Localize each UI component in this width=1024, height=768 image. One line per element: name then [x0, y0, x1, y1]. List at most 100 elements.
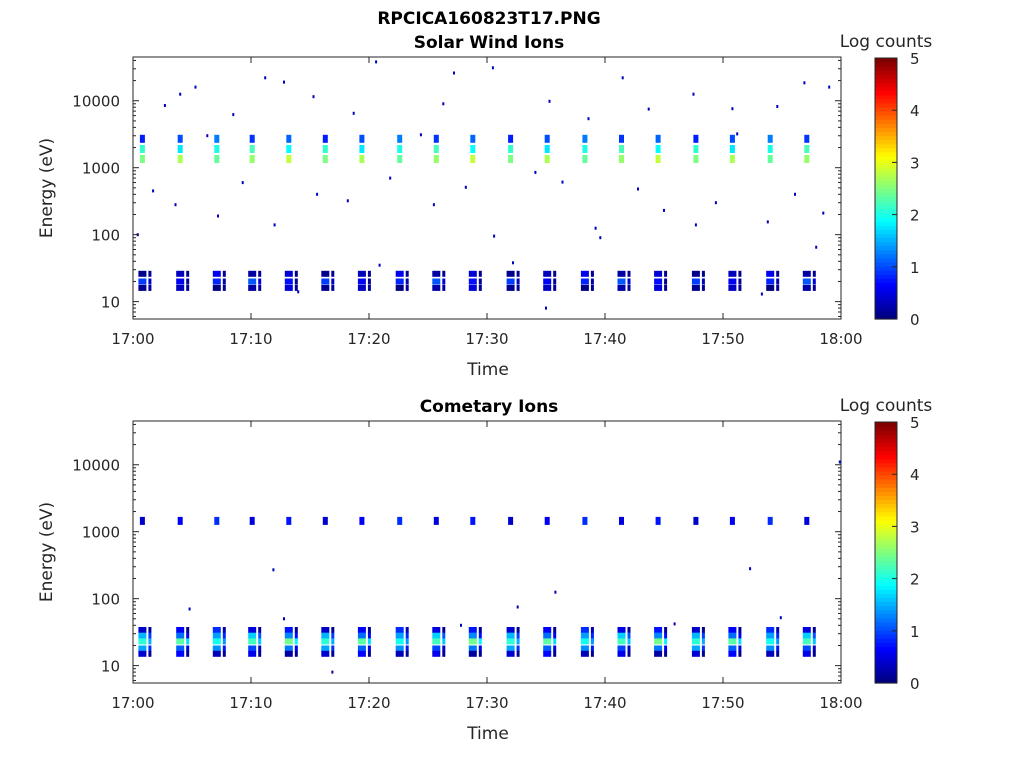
- y-ticks: 10 100 1000 10000: [72, 423, 841, 681]
- colorbar-step: [875, 536, 897, 541]
- spectrogram-cell: [148, 632, 152, 639]
- spectrogram-cell: [617, 650, 626, 657]
- colorbar-step: [875, 568, 897, 574]
- spectrogram-cell: [139, 145, 145, 153]
- spectrogram-cell: [258, 270, 262, 277]
- x-tick-label: 17:00: [111, 330, 154, 348]
- spectrogram-cell: [776, 638, 780, 645]
- spectrogram-cell: [186, 284, 190, 291]
- spectrogram-cell: [701, 645, 705, 652]
- spectrogram-cell: [729, 516, 735, 525]
- spectrogram-cell: [177, 155, 183, 163]
- spectrogram-cell: [222, 638, 226, 645]
- spectrogram-cell: [331, 284, 335, 291]
- x-tick-label: 17:40: [583, 330, 626, 348]
- spectrogram-cell: [176, 284, 185, 291]
- spectrogram-cell: [544, 516, 550, 525]
- colorbar-step: [875, 192, 897, 198]
- spectrogram-cell: [506, 278, 515, 285]
- colorbar-tick-label: 0: [910, 311, 920, 329]
- spectrogram-cell: [627, 632, 631, 639]
- spectrogram-cell: [405, 650, 409, 657]
- colorbar-step: [875, 426, 897, 431]
- spectrogram-cell: [148, 650, 152, 657]
- colorbar-step: [875, 519, 897, 525]
- colorbar-step: [875, 589, 897, 594]
- spectrogram-cell: [176, 627, 185, 633]
- panel-solar-wind: Solar Wind Ions 17:00 17:10 17:20 17:30 17:4…: [37, 32, 932, 380]
- spectrogram-cell: [766, 270, 775, 277]
- count-point: [331, 670, 334, 674]
- colorbar-step: [875, 593, 897, 598]
- y-ticks: 10 100 1000 10000: [72, 59, 841, 317]
- spectrogram-cell: [627, 650, 631, 657]
- spectrogram-cell: [222, 650, 226, 657]
- colorbar-step: [875, 617, 897, 623]
- panel-cometary: Cometary Ions 17:00 17:10 17:20 17:30 17:40 1…: [37, 396, 932, 744]
- spectrogram-cell: [582, 516, 588, 525]
- spectrogram-cell: [138, 638, 147, 645]
- spectrogram-cell: [701, 270, 705, 277]
- spectrogram-cell: [767, 145, 773, 153]
- spectrogram-cell: [284, 284, 293, 291]
- spectrogram-cell: [468, 627, 477, 633]
- spectrogram-cell: [553, 270, 557, 277]
- spectrogram-cell: [654, 638, 663, 645]
- spectrogram-cell: [590, 650, 594, 657]
- figure-title: RPCICA160823T17.PNG: [377, 9, 600, 29]
- count-point: [491, 66, 494, 70]
- colorbar-step: [875, 212, 897, 218]
- spectrogram-cell: [148, 645, 152, 652]
- colorbar-step: [875, 123, 897, 128]
- spectrogram-cell: [468, 270, 477, 277]
- count-point: [188, 607, 191, 611]
- spectrogram-cell: [286, 134, 292, 143]
- count-point: [760, 292, 763, 296]
- spectrogram-cell: [738, 270, 742, 277]
- spectrogram-cell: [701, 638, 705, 645]
- spectrogram-cell: [664, 632, 668, 639]
- spectrogram-cell: [619, 155, 624, 163]
- count-point: [232, 113, 235, 117]
- x-tick-label: 18:00: [819, 330, 862, 348]
- colorbar-step: [875, 491, 897, 497]
- spectrogram-cell: [248, 270, 257, 277]
- count-point: [647, 107, 650, 111]
- colorbar: 0 1 2 3 4 5: [874, 414, 920, 693]
- count-point: [694, 223, 697, 227]
- spectrogram-cell: [478, 284, 482, 291]
- spectrogram-cell: [294, 627, 298, 633]
- spectrogram-cell: [738, 627, 742, 633]
- spectrogram-cell: [138, 627, 147, 633]
- spectrogram-cell: [655, 516, 661, 525]
- spectrogram-cell: [802, 278, 811, 285]
- spectrogram-cell: [738, 645, 742, 652]
- spectrogram-cell: [432, 645, 441, 652]
- colorbar-step: [875, 204, 897, 210]
- spectrogram-cell: [357, 650, 366, 657]
- spectrogram-cell: [331, 627, 335, 633]
- spectrogram-cell: [433, 145, 439, 153]
- spectrogram-cell: [138, 284, 147, 291]
- spectrogram-cell: [395, 645, 404, 652]
- spectrogram-cell: [655, 145, 661, 153]
- spectrogram-cell: [812, 278, 816, 285]
- spectrogram-cell: [148, 284, 152, 291]
- colorbar-step: [875, 552, 897, 558]
- spectrogram-cell: [138, 632, 147, 639]
- count-point: [346, 199, 349, 203]
- colorbar-step: [875, 314, 897, 320]
- count-point: [794, 192, 796, 196]
- colorbar-step: [875, 556, 897, 562]
- spectrogram-cell: [405, 645, 409, 652]
- spectrogram-cell: [139, 155, 145, 163]
- spectrogram-cell: [654, 632, 663, 639]
- spectrogram-cell: [212, 632, 221, 639]
- spectrogram-cell: [728, 632, 737, 639]
- colorbar-step: [875, 499, 897, 505]
- colorbar-step: [875, 650, 897, 656]
- spectrogram-cell: [395, 632, 404, 639]
- colorbar-step: [875, 678, 897, 684]
- y-tick-label: 10: [101, 294, 120, 312]
- spectrogram-cell: [627, 284, 631, 291]
